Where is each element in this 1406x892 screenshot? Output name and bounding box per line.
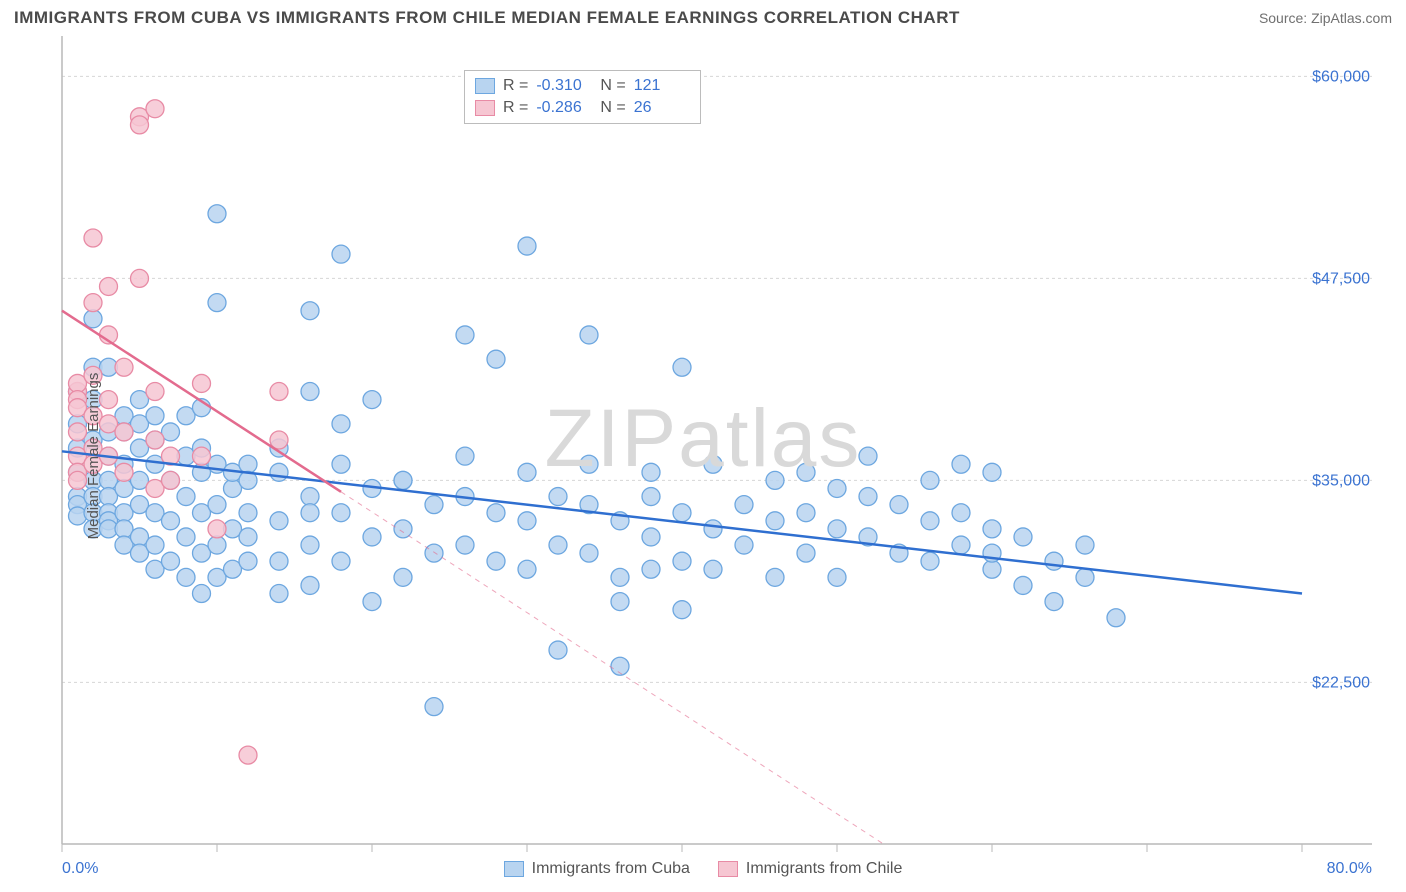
svg-text:$47,500: $47,500 [1312,270,1370,287]
legend-series: Immigrants from Cuba Immigrants from Chi… [14,860,1392,878]
svg-text:$22,500: $22,500 [1312,674,1370,691]
chart-title: IMMIGRANTS FROM CUBA VS IMMIGRANTS FROM … [14,8,960,28]
svg-text:$60,000: $60,000 [1312,68,1370,85]
scatter-plot: $22,500 $35,000 $47,500 $60,000 [14,34,1392,878]
legend-row-cuba: R = -0.310 N = 121 [475,75,690,97]
svg-text:$35,000: $35,000 [1312,472,1370,489]
swatch-chile-bottom [718,861,738,877]
legend-row-chile: R = -0.286 N = 26 [475,97,690,119]
chart-wrap: Median Female Earnings ZIPatlas $22,500$… [14,34,1392,878]
legend-correlation: R = -0.310 N = 121 R = -0.286 N = 26 [464,70,701,124]
swatch-cuba [475,78,495,94]
swatch-cuba-bottom [504,861,524,877]
legend-item-cuba: Immigrants from Cuba [504,860,690,878]
swatch-chile [475,100,495,116]
chart-header: IMMIGRANTS FROM CUBA VS IMMIGRANTS FROM … [0,0,1406,32]
source-label: Source: ZipAtlas.com [1259,10,1392,26]
legend-item-chile: Immigrants from Chile [718,860,902,878]
y-axis-label: Median Female Earnings [85,373,102,540]
